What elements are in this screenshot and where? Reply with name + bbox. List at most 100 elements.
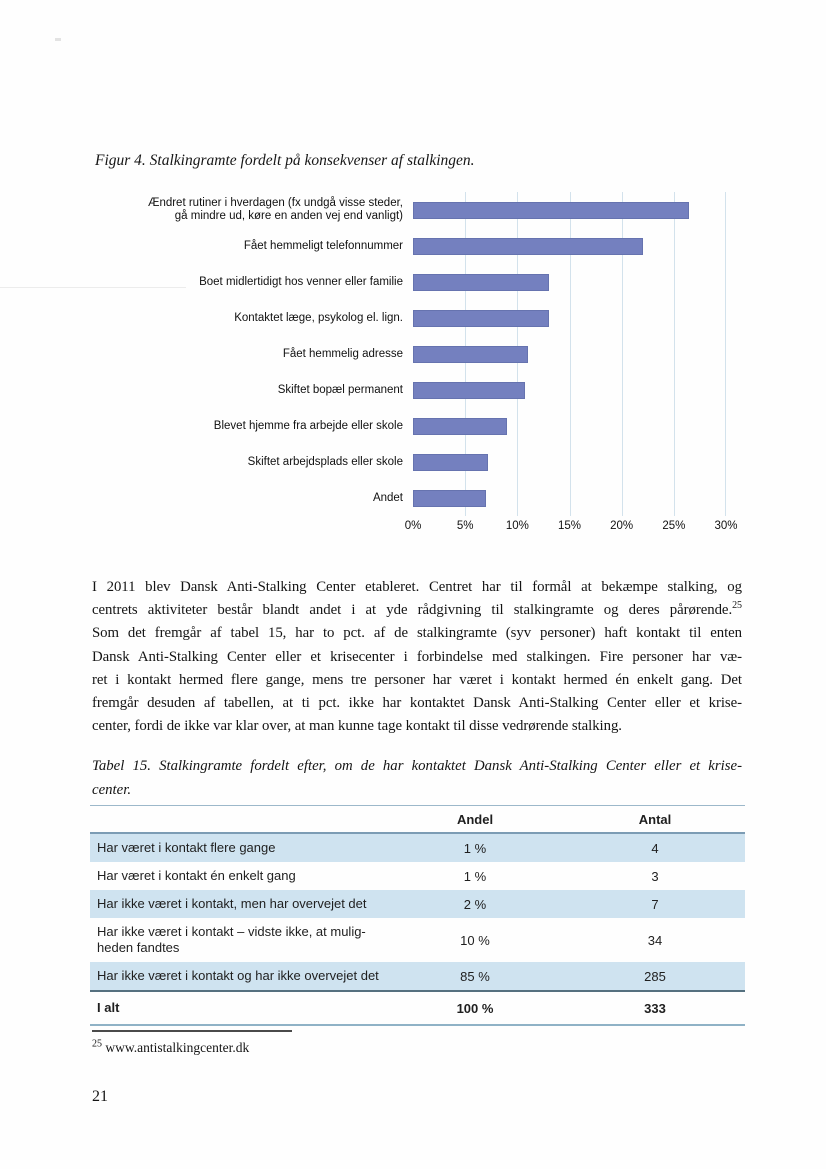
chart-bar [413, 201, 690, 219]
body-paragraph: I 2011 blev Dansk Anti-Stalking Center e… [92, 576, 742, 738]
chart-category-label: Kontaktet læge, psykolog el. lign. [234, 311, 403, 324]
chart-bar-track [413, 417, 726, 435]
row-label: Har ikke været i kontakt – vidste ikke, … [97, 924, 366, 955]
chart-bar-track [413, 489, 726, 507]
gridline [569, 192, 571, 516]
chart-row: Andet [95, 480, 745, 516]
chart-row: Kontaktet læge, psykolog el. lign. [95, 300, 745, 336]
table-caption: Tabel 15. Stalkingramte fordelt efter, o… [92, 755, 742, 802]
total-antal: 333 [565, 990, 745, 1026]
axis-tick-label: 0% [404, 520, 422, 532]
chart-bar [413, 417, 507, 435]
total-andel: 100 % [385, 990, 565, 1026]
axis-tick-label: 25% [662, 520, 686, 532]
row-antal: 285 [565, 962, 745, 991]
row-andel: 85 % [385, 962, 565, 991]
chart-bar-track [413, 201, 726, 219]
paragraph-line: I 2011 blev Dansk Anti-Stalking Center e… [92, 579, 742, 595]
table-header-empty [90, 805, 385, 834]
paragraph-line: Dansk Anti-Stalking Center eller et kris… [92, 648, 742, 665]
table-header-andel: Andel [385, 805, 565, 834]
chart-bar [413, 273, 549, 291]
page-number: 21 [92, 1088, 108, 1105]
row-label: Har ikke været i kontakt, men har overve… [90, 890, 385, 918]
table-caption-line: center. [92, 781, 132, 798]
table-row: Har været i kontakt flere gange 1 % 4 [90, 833, 745, 862]
axis-tick-label: 15% [557, 520, 582, 532]
chart-category-label: Skiftet bopæl permanent [277, 383, 403, 396]
paragraph-line: center, fordi de ikke var klar over, at … [92, 718, 622, 735]
chart-bar [413, 309, 549, 327]
axis-tick-label: 20% [610, 520, 634, 532]
paragraph-line-text: centrets aktiviteter består blandt andet… [92, 602, 733, 619]
chart-bar [413, 381, 525, 399]
row-andel: 2 % [385, 890, 565, 918]
table-total-row: I alt 100 % 333 [90, 990, 745, 1026]
chart-category-label: Fået hemmelig adresse [282, 347, 403, 360]
data-table: Andel Antal Har været i kontakt flere ga… [90, 805, 745, 1026]
table-row: Har ikke været i kontakt – vidste ikke, … [90, 918, 745, 962]
chart-category-label: Blevet hjemme fra arbejde eller skole [213, 419, 403, 432]
chart-category-label: Boet midlertidigt hos venner eller famil… [199, 275, 403, 288]
chart-category-label: Skiftet arbejdsplads eller skole [247, 455, 403, 468]
axis-tick-label: 10% [505, 520, 529, 532]
chart-category-label: Ændret rutiner i hverdagen (fx undgå vis… [147, 197, 403, 222]
row-antal: 7 [565, 890, 745, 918]
row-antal: 34 [647, 932, 663, 948]
footnote-text: www.antistalkingcenter.dk [102, 1040, 250, 1055]
gridline [673, 192, 675, 516]
chart-bar-track [413, 309, 726, 327]
footnote: 25 www.antistalkingcenter.dk [92, 1038, 250, 1056]
chart-row: Ændret rutiner i hverdagen (fx undgå vis… [95, 192, 745, 228]
table-row: Har ikke været i kontakt, men har overve… [90, 890, 745, 918]
chart-bar [413, 489, 487, 507]
chart-row: Fået hemmeligt telefonnummer [95, 228, 745, 264]
footnote-reference: 25 [732, 600, 742, 612]
total-label: I alt [90, 990, 385, 1026]
chart-bar-track [413, 345, 726, 363]
chart-bar [413, 345, 528, 363]
row-antal: 4 [565, 833, 745, 862]
row-label: Har været i kontakt én enkelt gang [97, 868, 296, 883]
chart-category-label: Andet [372, 491, 403, 504]
table-header-row: Andel Antal [90, 805, 745, 834]
chart-row: Skiftet bopæl permanent [95, 372, 745, 408]
row-andel: 10 % [460, 932, 490, 948]
row-andel: 1 % [385, 833, 565, 862]
row-andel: 1 % [463, 868, 487, 884]
axis-tick-label: 5% [456, 520, 474, 532]
paragraph-line: ret i kontakt hermed flere gange, mens t… [92, 671, 742, 688]
table-caption-line: Tabel 15. Stalkingramte fordelt efter, o… [92, 758, 742, 774]
scan-artifact-line [0, 287, 186, 288]
scan-artifact-speck [55, 38, 61, 41]
row-antal: 3 [651, 868, 659, 884]
figure-title: Figur 4. Stalkingramte fordelt på konsek… [95, 152, 475, 169]
table-header-antal: Antal [565, 805, 745, 834]
chart-bar-track [413, 237, 726, 255]
axis-tick-label: 30% [714, 520, 738, 532]
table-row: Har været i kontakt én enkelt gang 1 % 3 [90, 862, 745, 890]
gridline [621, 192, 623, 516]
table-row: Har ikke været i kontakt og har ikke ove… [90, 962, 745, 991]
row-label: Har ikke været i kontakt og har ikke ove… [90, 962, 385, 991]
chart-x-axis: 0% 5% 10% 15% 20% 25% 30% [405, 520, 738, 538]
chart-bar [413, 453, 489, 471]
row-label: Har været i kontakt flere gange [90, 833, 385, 862]
chart-row: Fået hemmelig adresse [95, 336, 745, 372]
bar-chart: Ændret rutiner i hverdagen (fx undgå vis… [95, 192, 745, 532]
chart-bar [413, 237, 643, 255]
footnote-marker: 25 [92, 1038, 102, 1050]
chart-row: Boet midlertidigt hos venner eller famil… [95, 264, 745, 300]
footnote-separator [92, 1030, 292, 1032]
paragraph-line: fremgår desuden af tabellen, at ti pct. … [92, 695, 742, 712]
paragraph-line: centrets aktiviteter består blandt andet… [92, 599, 742, 622]
chart-row: Skiftet arbejdsplads eller skole [95, 444, 745, 480]
chart-row: Blevet hjemme fra arbejde eller skole [95, 408, 745, 444]
paragraph-line: Som det fremgår af tabel 15, har to pct.… [92, 625, 742, 642]
chart-category-label: Fået hemmeligt telefonnummer [243, 239, 403, 252]
chart-bar-track [413, 381, 726, 399]
chart-bar-track [413, 273, 726, 291]
chart-bar-track [413, 453, 726, 471]
gridline [725, 192, 726, 516]
